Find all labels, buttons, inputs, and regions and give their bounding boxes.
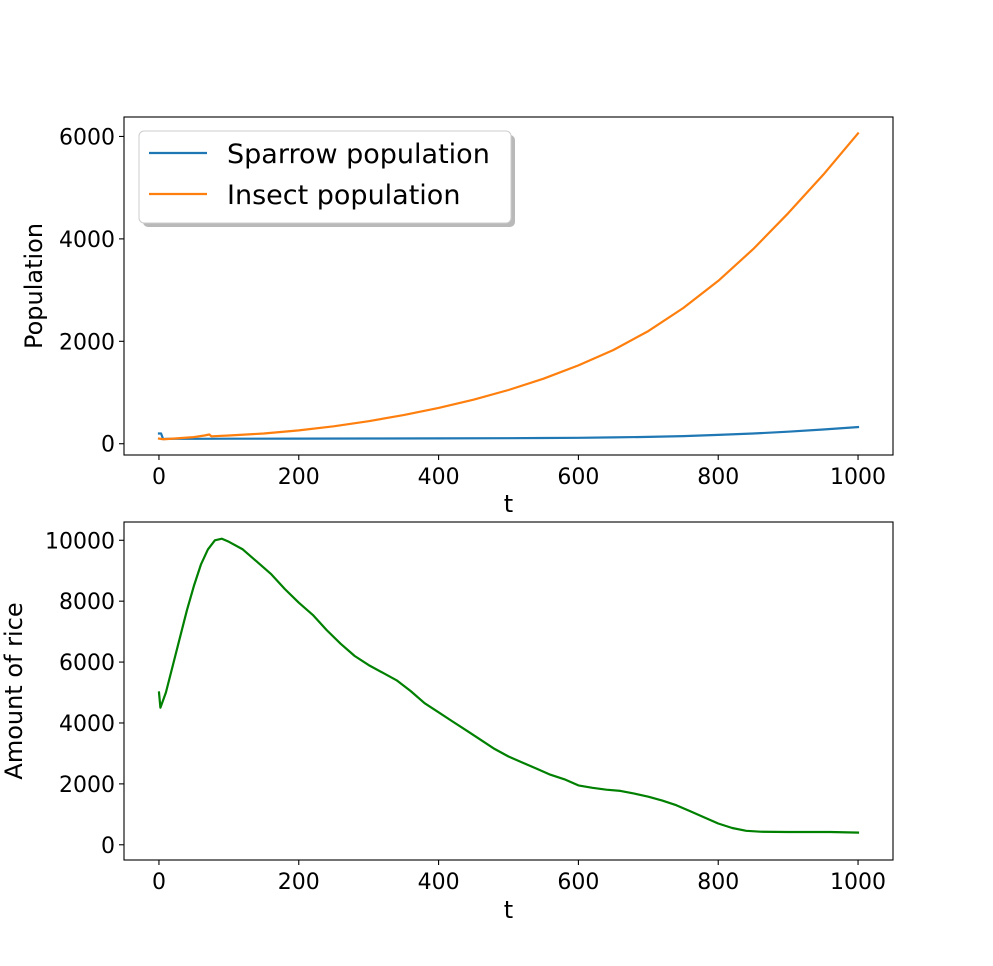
- x-tick-label: 800: [697, 465, 739, 490]
- y-tick-label: 6000: [59, 651, 115, 676]
- y-tick-label: 10000: [45, 529, 115, 554]
- y-axis-label: Amount of rice: [0, 602, 28, 779]
- x-axis-label: t: [504, 490, 513, 518]
- y-tick-label: 8000: [59, 590, 115, 615]
- series-line-insect-population: [157, 131, 860, 441]
- x-tick-label: 800: [697, 870, 739, 895]
- series-line-rice: [157, 537, 860, 834]
- y-tick-label: 0: [101, 834, 115, 859]
- legend-box: [138, 130, 512, 224]
- axes-frame: [123, 116, 894, 456]
- x-axis-label: t: [504, 896, 513, 924]
- y-tick-label: 4000: [59, 712, 115, 737]
- legend-label-insect-population: Insect population: [227, 180, 460, 211]
- x-tick-label: 600: [557, 870, 599, 895]
- population-chart: 0 200 400 600 800 1000 0 2000 4000 6000 t Populatio…: [20, 116, 894, 518]
- x-tick-label: 1000: [830, 870, 886, 895]
- x-tick-label: 400: [418, 465, 460, 490]
- axes-frame: [123, 521, 894, 861]
- x-tick-label: 0: [152, 870, 166, 895]
- y-tick-label: 2000: [59, 773, 115, 798]
- y-tick-label: 6000: [59, 125, 115, 150]
- x-tick-label: 400: [418, 870, 460, 895]
- legend-label-sparrow-population: Sparrow population: [227, 139, 490, 170]
- y-axis-label: Population: [20, 223, 48, 349]
- y-tick-label: 2000: [59, 330, 115, 355]
- x-tick-label: 600: [557, 465, 599, 490]
- rice-chart: 0 200 400 600 800 10000200040006000800010000t…: [0, 521, 894, 924]
- x-tick-label: 200: [278, 870, 320, 895]
- x-tick-label: 0: [152, 465, 166, 490]
- y-tick-label: 4000: [59, 228, 115, 253]
- x-tick-label: 200: [278, 465, 320, 490]
- x-tick-label: 1000: [830, 465, 886, 490]
- legend: Sparrow population Insect population: [138, 130, 515, 227]
- y-tick-label: 0: [101, 433, 115, 458]
